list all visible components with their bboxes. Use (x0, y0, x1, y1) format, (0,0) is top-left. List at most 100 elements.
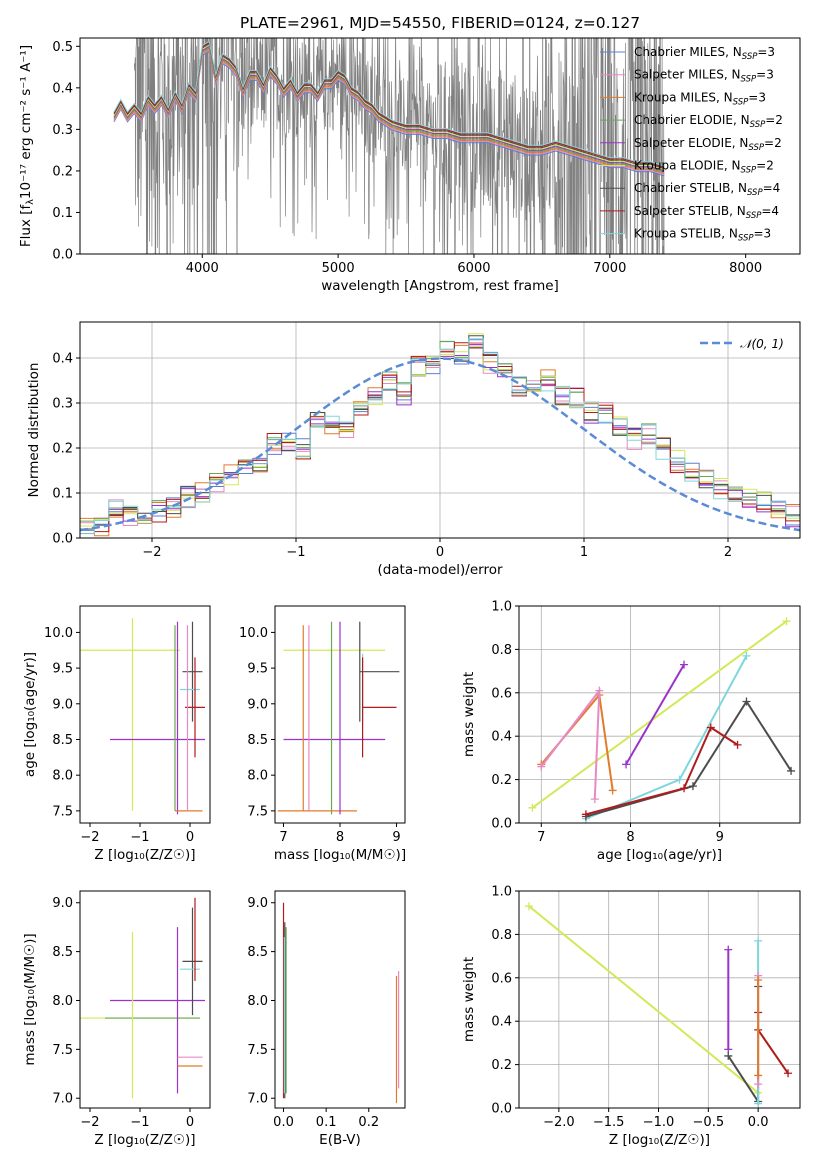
y-tick-label: 9.0 (52, 896, 73, 911)
point-marker (724, 945, 733, 954)
point-marker (787, 766, 796, 775)
series-line-chabrier_stelib (727, 986, 760, 1105)
x-axis-label: Z [log₁₀(Z/Z☉)] (94, 847, 195, 863)
y-tick-label: 0.0 (491, 1102, 512, 1117)
x-tick-label: 6000 (457, 261, 490, 276)
point-marker (528, 803, 537, 812)
y-tick-label: 0.1 (52, 206, 73, 221)
legend-label: Salpeter ELODIE, NSSP=2 (634, 136, 782, 153)
x-tick-label: 8 (626, 830, 634, 845)
y-tick-label: 8.5 (52, 945, 73, 960)
y-tick-label: 7.0 (52, 1092, 73, 1107)
y-tick-label: 7.5 (52, 1043, 73, 1058)
x-tick-label: −1 (286, 545, 305, 560)
x-tick-label: 5000 (322, 261, 355, 276)
y-tick-label: 0.3 (52, 123, 73, 138)
x-tick-label: −1.0 (643, 1115, 675, 1130)
legend-label: 𝒩(0, 1) (740, 337, 784, 351)
y-tick-label: 0.6 (491, 686, 512, 701)
y-axis-label: mass [log₁₀(M/M☉)] (22, 933, 38, 1065)
mass_vs_EBV-panel: 0.0 0.1 0.2 7.0 7.5 8.0 8.5 9.0 E(B-V) (247, 890, 406, 1148)
x-tick-label: 8000 (729, 261, 762, 276)
point-marker (581, 810, 590, 819)
series-line-salpeter_elodie (625, 664, 685, 765)
model-line-kroupa_stelib (113, 40, 665, 167)
point-marker (590, 795, 599, 804)
y-tick-label: 10.0 (44, 626, 73, 641)
y-tick-label: 0.2 (491, 1058, 512, 1073)
x-tick-label: −2 (80, 830, 99, 845)
y-tick-label: 0.2 (491, 773, 512, 788)
y-tick-label: 9.0 (247, 697, 268, 712)
x-axis-label: Z [log₁₀(Z/Z☉)] (94, 1132, 195, 1148)
y-axis-label: mass weight (461, 672, 477, 757)
x-tick-label: 0.0 (273, 1115, 294, 1130)
y-tick-label: 8.5 (52, 733, 73, 748)
legend-label: Chabrier ELODIE, NSSP=2 (634, 113, 783, 130)
point-marker (754, 1099, 763, 1108)
y-tick-label: 9.0 (247, 896, 268, 911)
spectrum-legend: Chabrier MILES, NSSP=3 Salpeter MILES, NS… (600, 45, 783, 244)
x-axis-label: wavelength [Angstrom, rest frame] (321, 278, 559, 294)
x-tick-label: −2 (80, 1115, 99, 1130)
y-tick-label: 0.2 (52, 442, 73, 457)
y-tick-label: 8.0 (247, 769, 268, 784)
mass_vs_Z-panel: −2 −1 0 7.0 7.5 8.0 8.5 9.0 Z [log₁₀(Z/Z☉)] mass … (22, 890, 211, 1148)
point-marker (675, 775, 684, 784)
plot-frame (79, 605, 211, 824)
y-tick-label: 7.5 (247, 1043, 268, 1058)
x-tick-label: −1 (130, 830, 149, 845)
point-marker (595, 686, 604, 695)
x-tick-label: 2 (724, 545, 732, 560)
y-tick-label: 0.4 (491, 1015, 512, 1030)
y-tick-label: 0.4 (52, 81, 73, 96)
y-tick-label: 1.0 (491, 885, 512, 900)
point-marker (688, 782, 697, 791)
y-axis-label: Normed distribution (26, 363, 42, 498)
y-tick-label: 8.0 (247, 994, 268, 1009)
x-tick-label: −2 (142, 545, 161, 560)
x-tick-label: 0 (436, 545, 444, 560)
x-tick-label: 8 (336, 830, 344, 845)
y-tick-label: 0.2 (52, 164, 73, 179)
legend-label: Kroupa MILES, NSSP=3 (634, 90, 766, 107)
residuals-panel: −2 −1 0 1 2 0.0 0.1 0.2 0.3 0.4 (data-model)/error… (26, 321, 801, 578)
point-marker (733, 740, 742, 749)
age_vs_mass-panel: 7 8 9 7.5 8.0 8.5 9.0 9.5 10.0 mass [log₁₀(M/M☉)] (239, 605, 406, 863)
point-marker (754, 975, 763, 984)
x-tick-label: 7000 (593, 261, 626, 276)
x-tick-label: −1 (130, 1115, 149, 1130)
massweight_vs_Z-panel: −2.0 −1.5 −1.0 −0.5 0.0 0.0 0.2 0.4 0.6 0.8 1.0 Z [… (461, 885, 801, 1148)
series-line-kroupa_elodie (528, 905, 759, 1094)
point-marker (706, 723, 715, 732)
y-tick-label: 0.8 (491, 928, 512, 943)
point-marker (622, 760, 631, 769)
point-marker (537, 762, 546, 771)
y-tick-label: 0.6 (491, 971, 512, 986)
y-tick-label: 10.0 (239, 626, 268, 641)
point-marker (524, 902, 533, 911)
x-tick-label: 9 (716, 830, 724, 845)
y-tick-label: 1.0 (491, 600, 512, 615)
point-marker (784, 1069, 793, 1078)
y-tick-label: 0.3 (52, 397, 73, 412)
point-marker (782, 617, 791, 626)
y-tick-label: 0.4 (52, 352, 73, 367)
point-marker (742, 697, 751, 706)
y-tick-label: 0.5 (52, 40, 73, 55)
point-marker (754, 936, 763, 945)
plot-frame (274, 890, 406, 1109)
point-marker (742, 651, 751, 660)
legend-label: Salpeter STELIB, NSSP=4 (634, 204, 779, 221)
series-line-salpeter_stelib (757, 1012, 789, 1074)
x-tick-label: 7 (279, 830, 287, 845)
y-axis-label: age [log₁₀(age/yr)] (22, 652, 38, 777)
y-axis-label: Flux [fλ10⁻¹⁷ erg cm⁻² s⁻¹ A⁻¹] (18, 45, 36, 247)
y-tick-label: 0.1 (52, 487, 73, 502)
y-tick-label: 7.0 (247, 1092, 268, 1107)
gaussian-curve (80, 357, 800, 532)
y-tick-label: 8.0 (52, 994, 73, 1009)
x-axis-label: (data-model)/error (377, 562, 503, 578)
point-marker (754, 1080, 763, 1089)
